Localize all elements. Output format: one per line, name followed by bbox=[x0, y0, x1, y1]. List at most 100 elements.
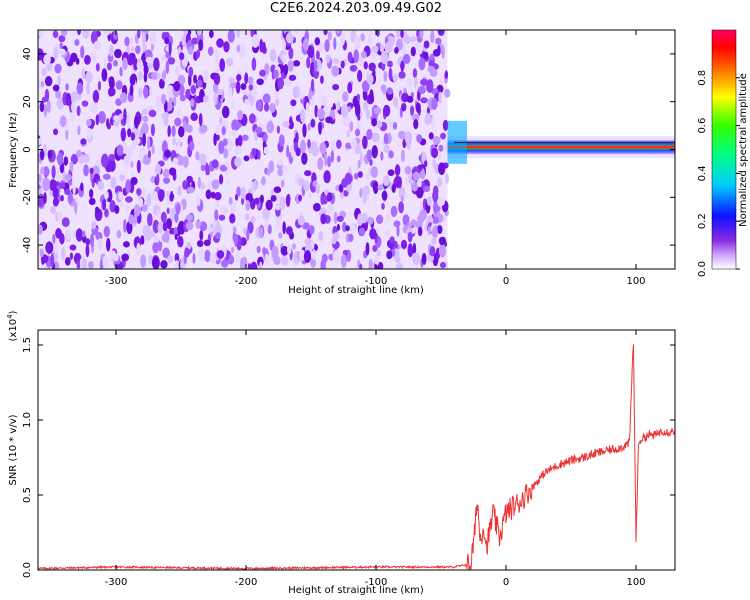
noise-blob bbox=[65, 83, 69, 91]
noise-blob bbox=[162, 168, 170, 179]
noise-blob bbox=[103, 225, 110, 238]
noise-blob bbox=[214, 209, 219, 221]
noise-blob bbox=[438, 236, 447, 246]
noise-blob bbox=[88, 260, 94, 269]
noise-blob bbox=[400, 194, 404, 203]
noise-blob bbox=[417, 226, 423, 237]
noise-blob bbox=[281, 165, 288, 173]
noise-blob bbox=[246, 228, 250, 241]
noise-blob bbox=[109, 250, 117, 259]
noise-blob bbox=[383, 144, 390, 153]
noise-blob bbox=[324, 39, 330, 52]
noise-blob bbox=[424, 160, 428, 168]
noise-blob bbox=[172, 157, 179, 165]
noise-blob bbox=[259, 69, 266, 77]
noise-blob bbox=[271, 245, 279, 260]
noise-blob bbox=[85, 243, 90, 258]
noise-blob bbox=[302, 38, 309, 52]
noise-blob bbox=[136, 242, 141, 257]
noise-blob bbox=[97, 80, 102, 91]
noise-blob bbox=[93, 40, 102, 51]
noise-blob bbox=[250, 261, 258, 269]
noise-blob bbox=[381, 202, 385, 210]
noise-blob bbox=[331, 65, 340, 77]
noise-blob bbox=[64, 188, 71, 196]
noise-blob bbox=[53, 46, 58, 60]
noise-blob bbox=[207, 46, 214, 56]
noise-blob bbox=[262, 93, 271, 104]
noise-blob bbox=[420, 78, 428, 86]
noise-blob bbox=[203, 95, 209, 103]
noise-blob bbox=[262, 246, 267, 256]
noise-blob bbox=[190, 112, 198, 122]
noise-blob bbox=[411, 113, 420, 122]
noise-blob bbox=[362, 101, 369, 112]
noise-blob bbox=[280, 245, 289, 256]
noise-blob bbox=[49, 206, 56, 215]
noise-blob bbox=[104, 190, 109, 200]
noise-blob bbox=[104, 208, 109, 218]
noise-blob bbox=[311, 145, 320, 157]
noise-blob bbox=[231, 100, 235, 109]
noise-blob bbox=[177, 126, 185, 138]
noise-blob bbox=[196, 30, 203, 36]
noise-blob bbox=[342, 221, 347, 233]
noise-blob bbox=[176, 203, 181, 215]
noise-blob bbox=[310, 78, 315, 92]
noise-blob bbox=[387, 169, 395, 177]
noise-blob bbox=[125, 196, 133, 203]
noise-blob bbox=[236, 44, 241, 53]
noise-blob bbox=[236, 73, 242, 82]
noise-blob bbox=[215, 124, 221, 133]
noise-blob bbox=[168, 167, 177, 176]
noise-blob bbox=[280, 179, 285, 188]
noise-blob bbox=[292, 60, 301, 67]
noise-blob bbox=[214, 49, 219, 60]
noise-blob bbox=[289, 116, 293, 129]
noise-blob bbox=[313, 60, 318, 72]
noise-blob bbox=[390, 205, 398, 218]
noise-blob bbox=[330, 139, 336, 151]
noise-blob bbox=[179, 94, 186, 102]
noise-blob bbox=[356, 93, 361, 102]
noise-blob bbox=[41, 67, 47, 77]
noise-blob bbox=[223, 41, 230, 53]
noise-blob bbox=[46, 100, 51, 113]
noise-blob bbox=[361, 80, 370, 93]
noise-blob bbox=[269, 48, 277, 63]
noise-blob bbox=[299, 177, 305, 186]
noise-blob bbox=[81, 230, 86, 238]
noise-blob bbox=[184, 247, 190, 258]
noise-blob bbox=[198, 39, 204, 51]
noise-blob bbox=[150, 123, 155, 137]
noise-blob bbox=[316, 50, 320, 61]
noise-blob bbox=[157, 189, 165, 202]
noise-blob bbox=[401, 102, 407, 112]
noise-blob bbox=[38, 138, 42, 146]
noise-blob bbox=[189, 140, 195, 151]
noise-blob bbox=[185, 124, 193, 133]
noise-blob bbox=[125, 179, 131, 194]
noise-blob bbox=[217, 89, 224, 96]
snr-panel: -300 -200 -100 0 100 0.0 0.5 1.0 1.5 Height of … bbox=[6, 310, 676, 596]
noise-blob bbox=[213, 133, 217, 146]
noise-blob bbox=[332, 58, 340, 65]
noise-blob bbox=[429, 68, 438, 78]
colorbar-tick-label: 0.0 bbox=[697, 261, 708, 277]
noise-blob bbox=[39, 101, 45, 113]
noise-blob bbox=[369, 228, 377, 240]
noise-blob bbox=[281, 54, 287, 64]
noise-blob bbox=[300, 92, 304, 100]
noise-blob bbox=[318, 121, 322, 135]
noise-blob bbox=[89, 167, 94, 175]
noise-blob bbox=[165, 218, 173, 230]
noise-blob bbox=[270, 195, 277, 202]
noise-blob bbox=[386, 214, 391, 222]
noise-blob bbox=[200, 182, 206, 190]
noise-blob bbox=[392, 121, 398, 130]
noise-blob bbox=[162, 247, 170, 259]
noise-blob bbox=[118, 192, 124, 201]
noise-blob bbox=[442, 119, 449, 131]
noise-blob bbox=[433, 216, 439, 224]
noise-blob bbox=[197, 176, 201, 189]
